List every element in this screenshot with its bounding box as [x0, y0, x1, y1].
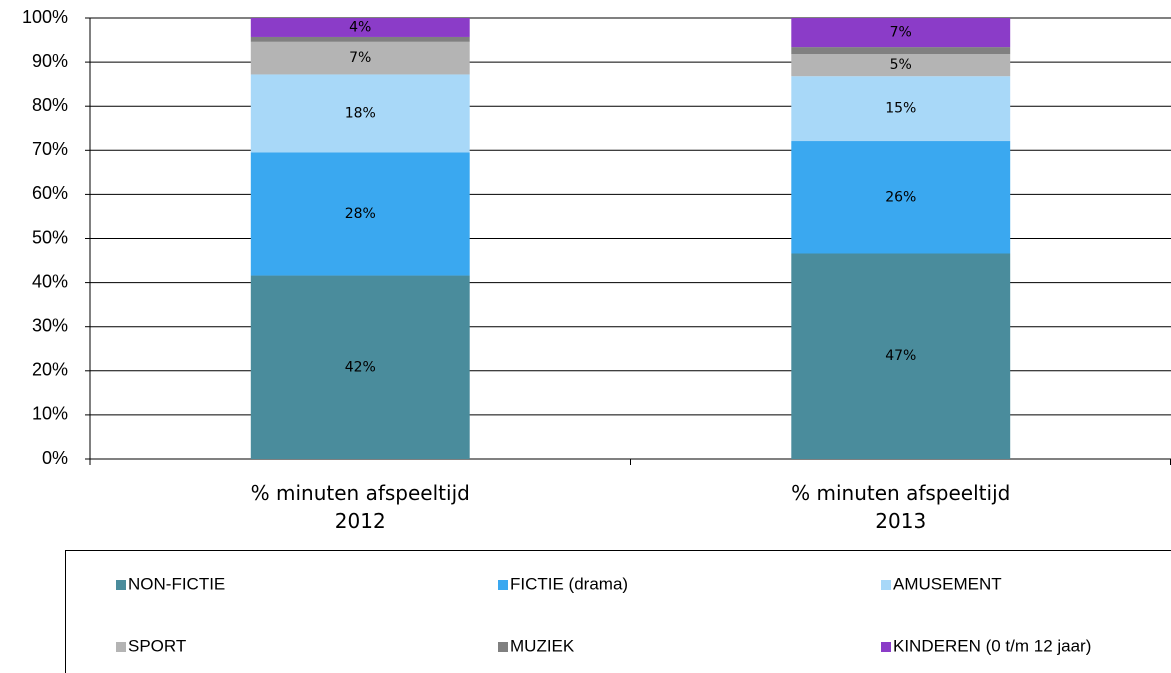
legend-swatch — [116, 580, 126, 590]
y-tick-label: 70% — [32, 139, 68, 159]
data-label: 42% — [345, 359, 376, 375]
legend-swatch — [498, 580, 508, 590]
x-tick-label: % minuten afspeeltijd 2012 — [251, 481, 470, 533]
y-tick-label: 20% — [32, 360, 68, 380]
data-label: 15% — [885, 101, 916, 117]
data-label: 7% — [890, 25, 912, 41]
x-tick-label: % minuten afspeeltijd 2013 — [791, 481, 1010, 533]
legend-label: SPORT — [128, 636, 186, 655]
legend-label: MUZIEK — [510, 636, 575, 655]
bar-segment — [791, 76, 1011, 142]
y-tick-label: 50% — [32, 227, 68, 247]
data-label: 28% — [345, 206, 376, 222]
y-tick-label: 40% — [32, 271, 68, 291]
y-tick-label: 100% — [22, 7, 68, 27]
y-tick-label: 60% — [32, 183, 68, 203]
data-label: 7% — [349, 50, 371, 66]
legend-label: NON-FICTIE — [128, 574, 225, 593]
y-tick-label: 90% — [32, 51, 68, 71]
data-label: 47% — [885, 348, 916, 364]
data-label: 18% — [345, 105, 376, 121]
bar-segment — [250, 41, 470, 75]
legend-box — [65, 550, 1171, 673]
bar-segment — [250, 36, 470, 42]
y-tick-label: 0% — [42, 448, 68, 468]
legend-swatch — [498, 642, 508, 652]
bar-segment — [250, 275, 470, 459]
y-tick-label: 10% — [32, 404, 68, 424]
bar-segment — [250, 74, 470, 153]
bar-segment — [791, 18, 1011, 48]
y-tick-label: 80% — [32, 95, 68, 115]
legend-swatch — [881, 642, 891, 652]
legend-label: FICTIE (drama) — [510, 574, 628, 593]
legend-swatch — [881, 580, 891, 590]
bar-segment — [250, 152, 470, 276]
data-label: 26% — [885, 189, 916, 205]
bar-segment — [250, 18, 470, 37]
bar-segment — [791, 47, 1011, 55]
bar-segment — [791, 54, 1011, 77]
bar-segment — [791, 141, 1011, 254]
legend-label: AMUSEMENT — [893, 574, 1002, 593]
legend-label: KINDEREN (0 t/m 12 jaar) — [893, 636, 1091, 655]
bar-segment — [791, 253, 1011, 459]
legend-swatch — [116, 642, 126, 652]
data-label: 5% — [890, 57, 912, 73]
y-tick-label: 30% — [32, 315, 68, 335]
data-label: 4% — [349, 19, 371, 35]
